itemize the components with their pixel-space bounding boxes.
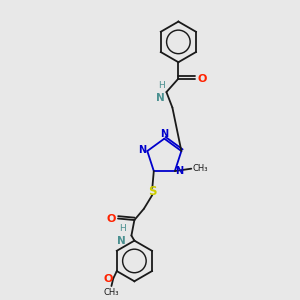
Text: H: H [119,224,126,233]
Text: S: S [148,185,157,198]
Text: N: N [117,236,126,246]
Text: CH₃: CH₃ [193,164,208,173]
Text: H: H [158,81,165,90]
Text: O: O [106,214,116,224]
Text: N: N [139,146,147,155]
Text: N: N [160,129,168,139]
Text: N: N [156,93,165,103]
Text: O: O [197,74,207,84]
Text: O: O [104,274,113,284]
Text: N: N [176,166,184,176]
Text: CH₃: CH₃ [104,287,119,296]
